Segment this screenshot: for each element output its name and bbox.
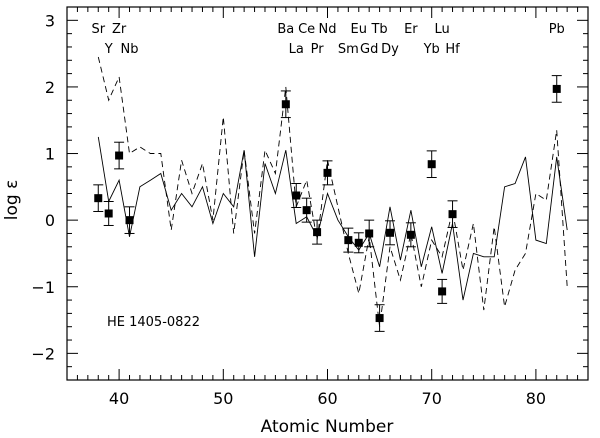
dashed-model-line xyxy=(97,56,568,327)
data-point xyxy=(365,229,374,238)
x-tick-label: 60 xyxy=(317,389,337,408)
element-label: Pr xyxy=(311,42,325,57)
element-label: Zr xyxy=(112,22,127,37)
data-point xyxy=(438,287,447,296)
y-tick-label: −1 xyxy=(31,278,55,297)
data-point xyxy=(406,230,415,239)
x-tick-label: 50 xyxy=(213,389,233,408)
element-label: Ba xyxy=(277,22,294,37)
element-label: Y xyxy=(104,42,113,57)
element-label: Pb xyxy=(549,22,565,37)
element-label: Lu xyxy=(434,22,449,37)
element-label: Dy xyxy=(381,42,399,57)
y-tick-label: 2 xyxy=(45,78,55,97)
x-tick-label: 70 xyxy=(422,389,442,408)
data-point xyxy=(552,84,561,93)
x-tick-label: 80 xyxy=(526,389,546,408)
data-point xyxy=(427,160,436,169)
data-point xyxy=(115,151,124,160)
data-points xyxy=(93,75,562,332)
x-axis-title: Atomic Number xyxy=(261,417,394,437)
solid-model-line xyxy=(97,136,568,301)
data-point xyxy=(94,194,103,203)
data-point xyxy=(448,210,457,219)
data-point xyxy=(323,168,332,177)
element-label: Sm xyxy=(338,42,359,57)
model-lines xyxy=(97,56,568,327)
star-annotation: HE 1405-0822 xyxy=(107,315,200,330)
element-label: Er xyxy=(404,22,418,37)
data-point xyxy=(313,228,322,237)
data-point xyxy=(104,209,113,218)
y-tick-labels: −2 −1 0 1 2 3 xyxy=(31,11,55,363)
y-tick-label: 3 xyxy=(45,11,55,30)
data-point xyxy=(292,191,301,200)
y-tick-label: 0 xyxy=(45,211,55,230)
data-point xyxy=(302,206,311,215)
element-label: Eu xyxy=(351,22,367,37)
element-label: Gd xyxy=(360,42,378,57)
axis-ticks xyxy=(66,6,589,381)
element-label: Ce xyxy=(298,22,315,37)
element-label: Tb xyxy=(370,22,387,37)
element-label: La xyxy=(289,42,304,57)
element-label: Hf xyxy=(445,42,460,57)
y-axis-title: log ε xyxy=(2,180,22,221)
data-point xyxy=(125,216,134,225)
data-point xyxy=(354,238,363,247)
element-label: Yb xyxy=(423,42,440,57)
element-label: Nb xyxy=(121,42,139,57)
y-tick-label: 1 xyxy=(45,145,55,164)
data-point xyxy=(386,228,395,237)
data-point xyxy=(375,314,384,323)
element-label: Sr xyxy=(91,22,105,37)
element-label: Nd xyxy=(319,22,337,37)
x-tick-labels: 40 50 60 70 80 xyxy=(109,389,546,408)
data-point xyxy=(344,236,353,245)
y-tick-label: −2 xyxy=(31,344,55,363)
x-tick-label: 40 xyxy=(109,389,129,408)
data-point xyxy=(281,100,290,109)
